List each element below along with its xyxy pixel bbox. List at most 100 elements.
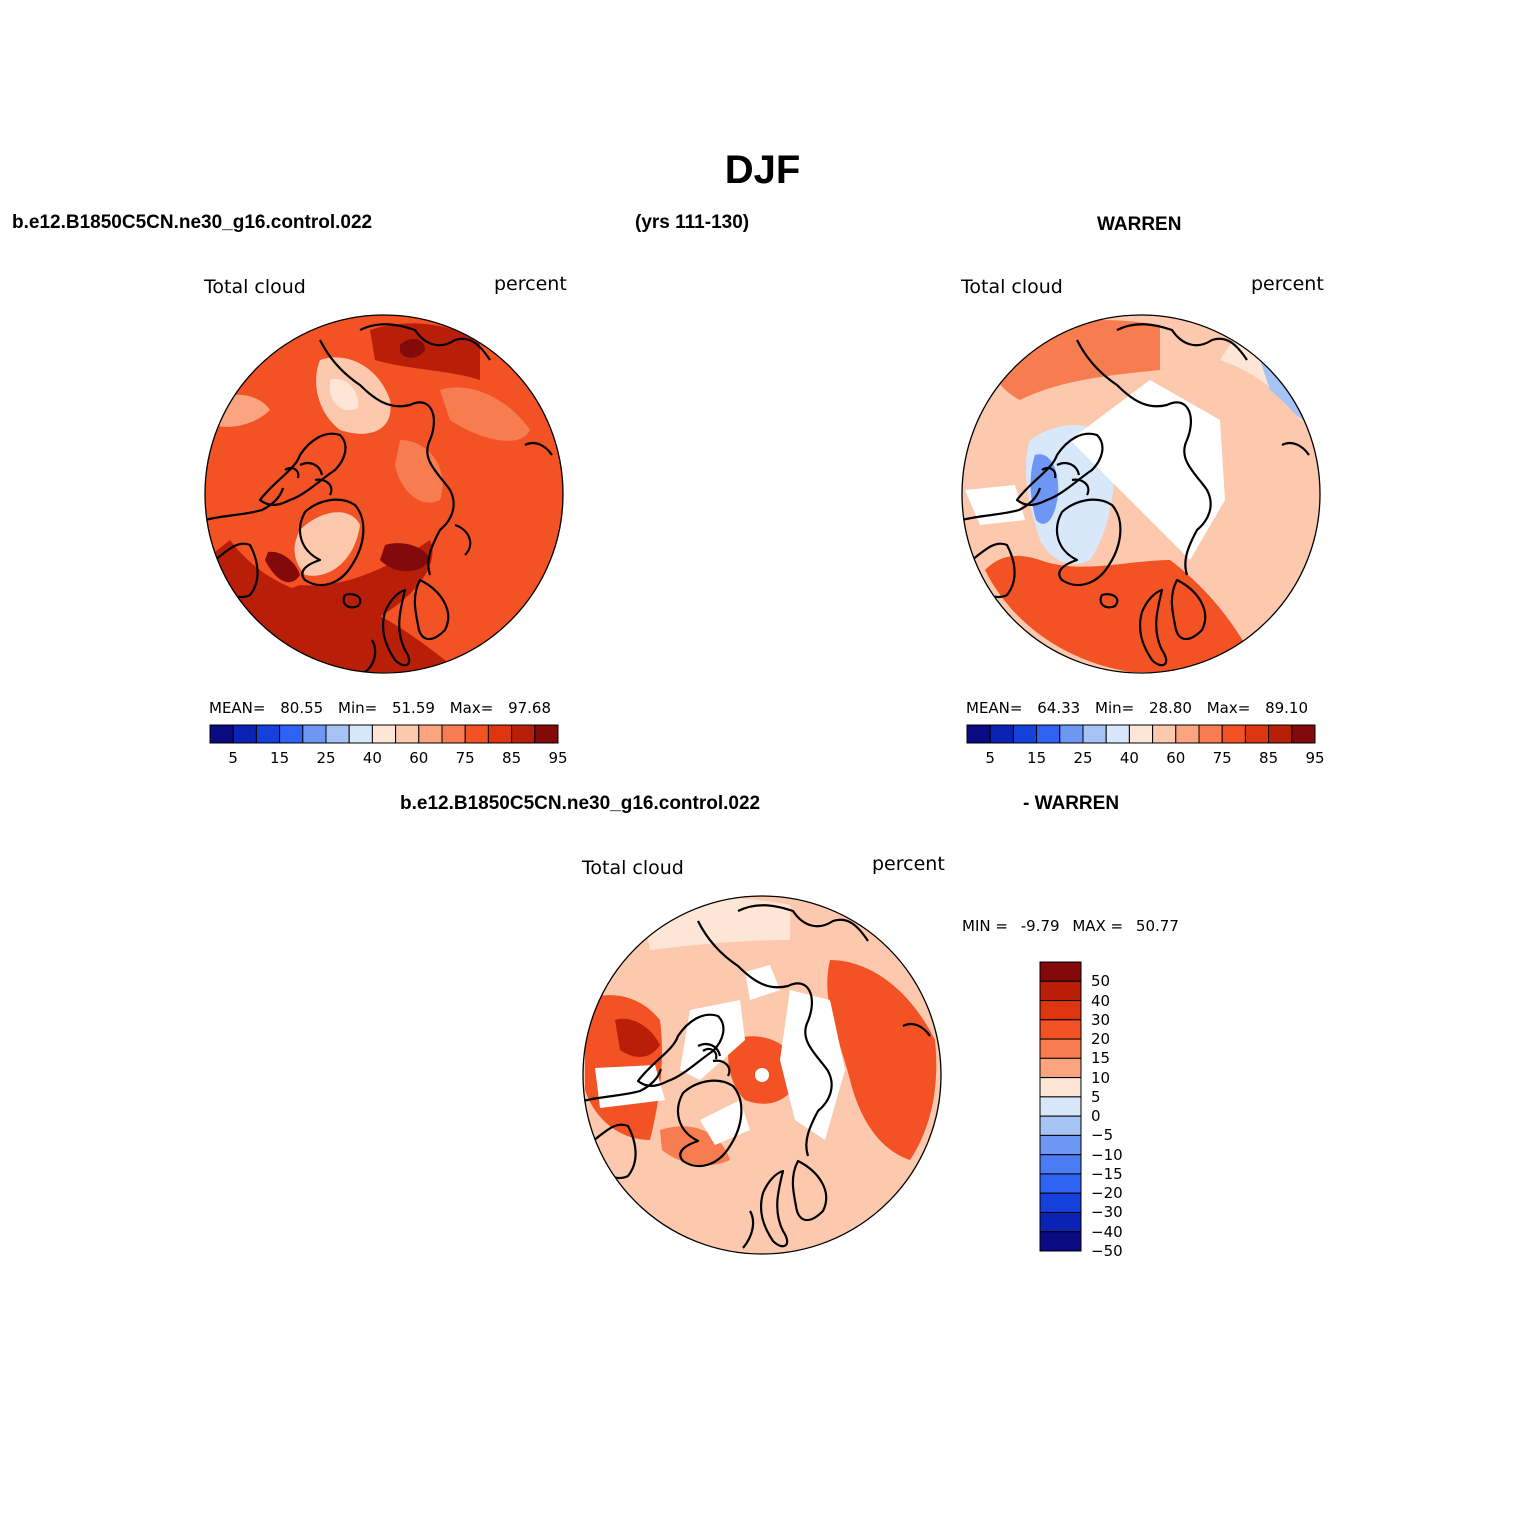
model-colorbar-tick-label: 75 [455, 749, 475, 767]
model-colorbar-cell [511, 724, 536, 744]
obs-colorbar-tick-label: 40 [1119, 749, 1139, 767]
model-field-north [370, 323, 480, 380]
diff-field-pole [755, 1068, 769, 1082]
obs-colorbar-tick-label: 60 [1166, 749, 1186, 767]
diff-case-header: b.e12.B1850C5CN.ne30_g16.control.022 [400, 793, 761, 814]
diff-colorbar-cell [1039, 1057, 1082, 1079]
diff-colorbar-tick-label: −5 [1091, 1126, 1114, 1145]
obs-colorbar-cell [1105, 724, 1130, 744]
model-mean-value: 80.55 [280, 699, 324, 717]
diff-polar-map [583, 896, 941, 1254]
obs-colorbar-cell [1268, 724, 1293, 744]
obs-colorbar-tick-label: 85 [1259, 749, 1279, 767]
model-colorbar [209, 724, 559, 744]
model-colorbar-cell [232, 724, 257, 744]
obs-colorbar-cell [1152, 724, 1177, 744]
diff-colorbar-cell [1039, 1077, 1082, 1098]
obs-units-label: percent [1251, 273, 1324, 295]
diff-colorbar-cell [1039, 1211, 1082, 1233]
obs-colorbar-tick-label: 75 [1212, 749, 1232, 767]
obs-colorbar-cell [1036, 724, 1061, 744]
diff-variable-label: Total cloud [582, 857, 684, 879]
obs-max-label: Max= [1206, 699, 1251, 717]
model-colorbar-cell [279, 724, 304, 744]
diff-max-value: 50.77 [1135, 917, 1179, 935]
model-min-label: Min= [338, 699, 378, 717]
diff-colorbar-cell [1039, 1173, 1082, 1194]
obs-field-missing [1070, 380, 1225, 560]
diff-field-missing-4 [745, 965, 780, 1000]
diff-colorbar-tick-label: −20 [1091, 1184, 1123, 1203]
obs-colorbar [966, 724, 1316, 744]
model-colorbar-tick-label: 40 [362, 749, 382, 767]
model-field-atlantic [260, 540, 433, 629]
diff-colorbar-cell [1039, 1154, 1082, 1175]
obs-colorbar-cell [1221, 724, 1246, 744]
diff-colorbar-tick-label: −50 [1091, 1242, 1123, 1260]
diff-min-label: MIN = [962, 917, 1008, 935]
model-colorbar-cell [348, 724, 373, 744]
model-colorbar-tick-label: 85 [502, 749, 522, 767]
model-colorbar-cell [487, 724, 513, 744]
obs-min-value: 28.80 [1148, 699, 1192, 717]
obs-colorbar-tick-label: 95 [1305, 749, 1325, 767]
model-max-value: 97.68 [508, 699, 552, 717]
obs-mean-label: MEAN= [966, 699, 1023, 717]
model-map-border [204, 314, 564, 674]
diff-colorbar-tick-label: 30 [1091, 1010, 1111, 1029]
diff-colorbar-tick-label: −40 [1091, 1222, 1123, 1241]
diff-colorbar-cell [1039, 1019, 1082, 1040]
diff-colorbar-tick-label: 5 [1091, 1087, 1101, 1106]
obs-field-atlantic [985, 555, 1260, 672]
model-max-label: Max= [449, 699, 494, 717]
diff-field-max [615, 1018, 660, 1057]
diff-colorbar-tick-label: 0 [1091, 1107, 1101, 1126]
model-stats: MEAN= 80.55 Min= 51.59 Max= 97.68 [209, 699, 551, 717]
diff-field-east [827, 960, 937, 1160]
model-colorbar-cell [395, 724, 420, 744]
model-colorbar-cell [464, 724, 489, 744]
diff-colorbar [1039, 961, 1082, 1252]
diff-field-missing-1 [680, 1000, 745, 1080]
model-field-mid-2 [395, 440, 443, 503]
obs-colorbar-cell [1175, 724, 1200, 744]
model-colorbar-tick-label: 15 [270, 749, 290, 767]
model-colorbar-cell [255, 724, 281, 744]
model-mean-label: MEAN= [209, 699, 266, 717]
diff-map-border [582, 895, 942, 1255]
obs-max-value: 89.10 [1265, 699, 1309, 717]
diff-colorbar-cell [1039, 980, 1082, 1002]
model-colorbar-cell [209, 724, 234, 744]
obs-colorbar-cell [1128, 724, 1154, 744]
obs-colorbar-tick-label: 5 [985, 749, 995, 767]
model-colorbar-tick-label: 95 [548, 749, 568, 767]
years-header: (yrs 111-130) [635, 212, 750, 233]
diff-colorbar-cell [1039, 1231, 1082, 1252]
diff-max-label: MAX = [1072, 917, 1124, 935]
model-colorbar-tick-label: 5 [228, 749, 238, 767]
diff-units-label: percent [872, 853, 945, 875]
model-field-max-3 [400, 338, 425, 358]
model-units-label: percent [494, 273, 567, 295]
diff-colorbar-tick-label: 20 [1091, 1030, 1111, 1049]
model-colorbar-cell [302, 724, 327, 744]
diff-colorbar-cell [1039, 1115, 1082, 1136]
model-colorbar-cell [325, 724, 350, 744]
diff-colorbar-cell [1039, 1038, 1082, 1059]
diff-colorbar-tick-label: −15 [1091, 1164, 1123, 1183]
diff-colorbar-cell [1039, 1192, 1082, 1213]
obs-colorbar-cell [1198, 724, 1223, 744]
obs-min-label: Min= [1095, 699, 1135, 717]
model-colorbar-cell [418, 724, 443, 744]
model-polar-map [205, 315, 563, 673]
diff-colorbar-tick-label: −30 [1091, 1203, 1123, 1222]
obs-colorbar-cell [1082, 724, 1107, 744]
diff-colorbar-cell [1039, 1134, 1082, 1156]
model-colorbar-cell [371, 724, 397, 744]
obs-colorbar-cell [966, 724, 991, 744]
diff-colorbar-tick-label: 50 [1091, 972, 1111, 991]
case-name-header: b.e12.B1850C5CN.ne30_g16.control.022 [12, 212, 373, 233]
model-colorbar-tick-label: 25 [316, 749, 336, 767]
obs-map-border [961, 314, 1321, 674]
